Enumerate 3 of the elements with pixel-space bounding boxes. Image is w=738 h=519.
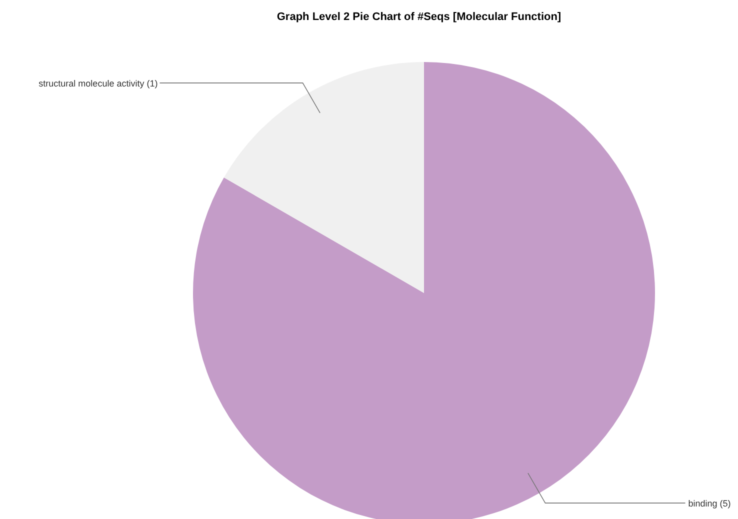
chart-title: Graph Level 2 Pie Chart of #Seqs [Molecular Function] bbox=[276, 11, 562, 23]
slice-label: structural molecule activity (1) bbox=[38, 78, 158, 88]
slice-label: binding (5) bbox=[688, 498, 731, 509]
